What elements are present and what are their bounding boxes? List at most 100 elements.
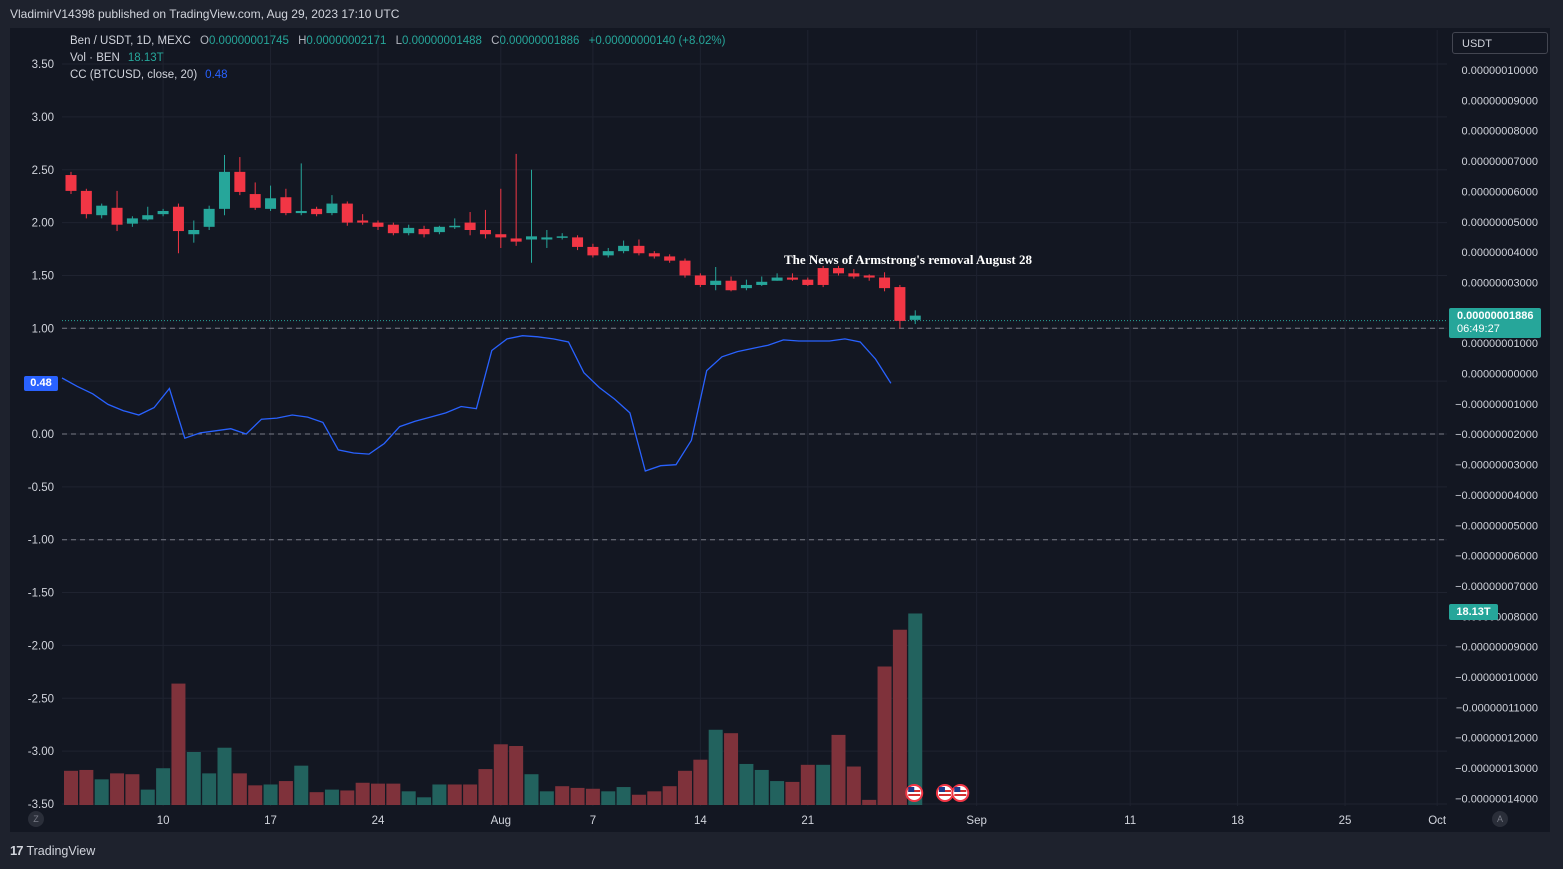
- candle-body: [786, 277, 798, 280]
- volume-bar: [202, 773, 217, 805]
- us-flag-event-icon: [905, 784, 924, 802]
- candle-body: [403, 227, 415, 234]
- candle-body: [433, 226, 445, 233]
- candle-body: [909, 315, 921, 320]
- volume-bar: [647, 791, 662, 805]
- volume-value: 18.13T: [127, 52, 164, 64]
- volume-bar: [770, 781, 785, 805]
- flag-stripe: [938, 794, 951, 796]
- time-axis-tick: 11: [1124, 815, 1136, 827]
- left-axis-tick: 2.00: [32, 218, 54, 230]
- right-axis-tick: 0.00000005000: [1462, 217, 1538, 229]
- left-axis-tick: -2.50: [28, 693, 54, 705]
- candle-body: [295, 210, 307, 214]
- time-axis[interactable]: 10 17 24 Aug 7 14 21 Sep 11 18 25 Oct: [157, 815, 1447, 827]
- flag-stripe: [908, 794, 921, 796]
- volume-bar: [908, 613, 923, 805]
- left-axis-tick: 1.50: [32, 270, 54, 282]
- candle-body: [234, 171, 246, 192]
- right-axis-tick: −0.00000002000: [1455, 429, 1538, 441]
- branding-text: TradingView: [26, 843, 96, 858]
- low-value: 0.00000001488: [401, 35, 482, 47]
- event-flags[interactable]: [905, 784, 970, 802]
- candle-body: [771, 277, 783, 281]
- chart-pane-background: [10, 28, 1550, 832]
- volume-legend[interactable]: Vol · BEN 18.13T: [70, 52, 164, 64]
- candle-body: [372, 222, 384, 227]
- volume-bar: [493, 744, 508, 805]
- left-axis-tick: 3.00: [32, 112, 54, 124]
- right-price-axis[interactable]: 0.00000010000 0.00000009000 0.00000008000 0…: [1455, 65, 1538, 805]
- volume-bar: [263, 784, 278, 805]
- candle-body: [341, 203, 353, 223]
- volume-bar: [463, 784, 478, 805]
- left-axis-tick: -0.50: [28, 482, 54, 494]
- right-axis-tick: −0.00000014000: [1455, 793, 1538, 805]
- volume-bar: [708, 729, 723, 805]
- candle-body: [740, 284, 752, 289]
- candle-body: [633, 245, 645, 254]
- right-axis-tick: −0.00000003000: [1455, 460, 1538, 472]
- flag-canton: [954, 787, 961, 792]
- symbol-title[interactable]: Ben / USDT, 1D, MEXC: [70, 35, 191, 47]
- tradingview-branding[interactable]: 17 TradingView: [10, 843, 95, 858]
- right-axis-tick: 0.00000008000: [1462, 126, 1538, 138]
- time-axis-tick: 21: [801, 815, 814, 827]
- right-axis-tick: 0.00000000000: [1462, 369, 1538, 381]
- volume-bar: [94, 779, 109, 805]
- time-axis-tick: 17: [264, 815, 277, 827]
- cc-value: 0.48: [205, 69, 228, 81]
- publisher-header: VladimirV14398 published on TradingView.…: [10, 7, 400, 21]
- volume-bar: [340, 790, 355, 805]
- volume-bar: [570, 787, 585, 805]
- candle-body: [387, 224, 399, 234]
- cc-legend[interactable]: CC (BTCUSD, close, 20) 0.48: [70, 69, 228, 81]
- right-axis-tick: −0.00000007000: [1455, 581, 1538, 593]
- auto-scale-left-button[interactable]: Z: [28, 811, 44, 827]
- flag-stripe: [954, 794, 967, 796]
- volume-bar: [140, 789, 155, 805]
- volume-bar: [846, 766, 861, 805]
- time-axis-tick: Oct: [1428, 815, 1447, 827]
- close-label: C: [491, 35, 500, 47]
- flag-canton: [938, 787, 945, 792]
- time-axis-tick: 18: [1231, 815, 1244, 827]
- time-axis-tick: 24: [372, 815, 385, 827]
- volume-bar: [662, 786, 677, 805]
- candle-body: [172, 206, 184, 232]
- right-axis-tick: −0.00000010000: [1455, 672, 1538, 684]
- volume-bar: [64, 770, 78, 805]
- candle-body: [65, 175, 77, 191]
- right-axis-tick: 0.00000010000: [1462, 65, 1538, 77]
- volume-bar: [248, 785, 263, 805]
- volume-bar: [186, 751, 201, 805]
- volume-bar: [355, 782, 370, 805]
- candle-body: [572, 237, 584, 247]
- candle-body: [756, 281, 768, 285]
- us-flag-event-icon: [935, 784, 954, 802]
- volume-bar: [739, 763, 754, 805]
- symbol-legend[interactable]: Ben / USDT, 1D, MEXC O0.00000001745 H0.0…: [70, 35, 725, 47]
- candle-body: [126, 218, 138, 224]
- currency-unit-button[interactable]: USDT: [1452, 32, 1548, 54]
- volume-bar: [110, 773, 125, 805]
- last-price-badge: 0.00000001886 06:49:27: [1449, 308, 1541, 338]
- candle-body: [541, 237, 553, 240]
- right-axis-tick: −0.00000005000: [1455, 520, 1538, 532]
- candle-body: [265, 198, 277, 209]
- candlesticks[interactable]: [65, 153, 921, 329]
- candle-body: [96, 205, 108, 216]
- candle-body: [203, 208, 215, 227]
- chart-annotation[interactable]: The News of Armstrong's removal August 2…: [784, 252, 1032, 267]
- candle-body: [357, 220, 369, 223]
- volume-badge: 18.13T: [1449, 604, 1498, 620]
- time-axis-tick: 7: [590, 815, 596, 827]
- candle-body: [879, 277, 891, 289]
- candle-body: [111, 207, 123, 225]
- auto-scale-right-button[interactable]: A: [1492, 811, 1508, 827]
- volume-bar: [555, 786, 570, 805]
- volume-bar: [892, 629, 907, 805]
- tradingview-logo-icon: 17: [10, 843, 24, 858]
- volume-bar: [785, 781, 800, 805]
